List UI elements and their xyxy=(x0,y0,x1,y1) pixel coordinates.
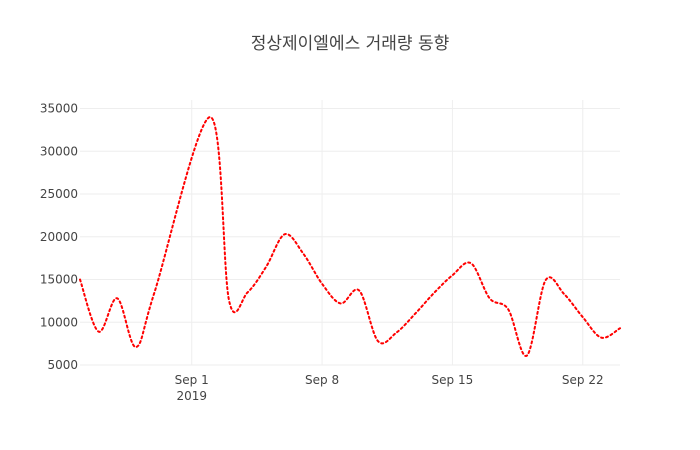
x-tick-label: Sep 8 xyxy=(305,373,339,387)
x-tick-sublabel: 2019 xyxy=(176,389,207,403)
chart-title: 정상제이엘에스 거래량 동향 xyxy=(251,34,450,54)
x-tick-label: Sep 1 xyxy=(175,373,209,387)
y-tick-label: 30000 xyxy=(40,144,78,158)
y-tick-label: 20000 xyxy=(40,230,78,244)
x-tick-label: Sep 15 xyxy=(432,373,474,387)
y-tick-label: 15000 xyxy=(40,273,78,287)
series-line xyxy=(79,116,621,357)
y-tick-label: 10000 xyxy=(40,315,78,329)
y-axis-ticks: 5000 10000 15000 20000 25000 30000 35000 xyxy=(40,102,78,372)
y-tick-label: 25000 xyxy=(40,187,78,201)
series-layer xyxy=(79,116,621,357)
y-gridlines xyxy=(80,108,620,366)
x-gridlines xyxy=(191,100,584,365)
x-axis-ticks: Sep 1 2019 Sep 8 Sep 15 Sep 22 xyxy=(175,373,604,403)
x-tick-label: Sep 22 xyxy=(562,373,604,387)
y-tick-label: 35000 xyxy=(40,102,78,116)
y-tick-label: 5000 xyxy=(47,358,78,372)
